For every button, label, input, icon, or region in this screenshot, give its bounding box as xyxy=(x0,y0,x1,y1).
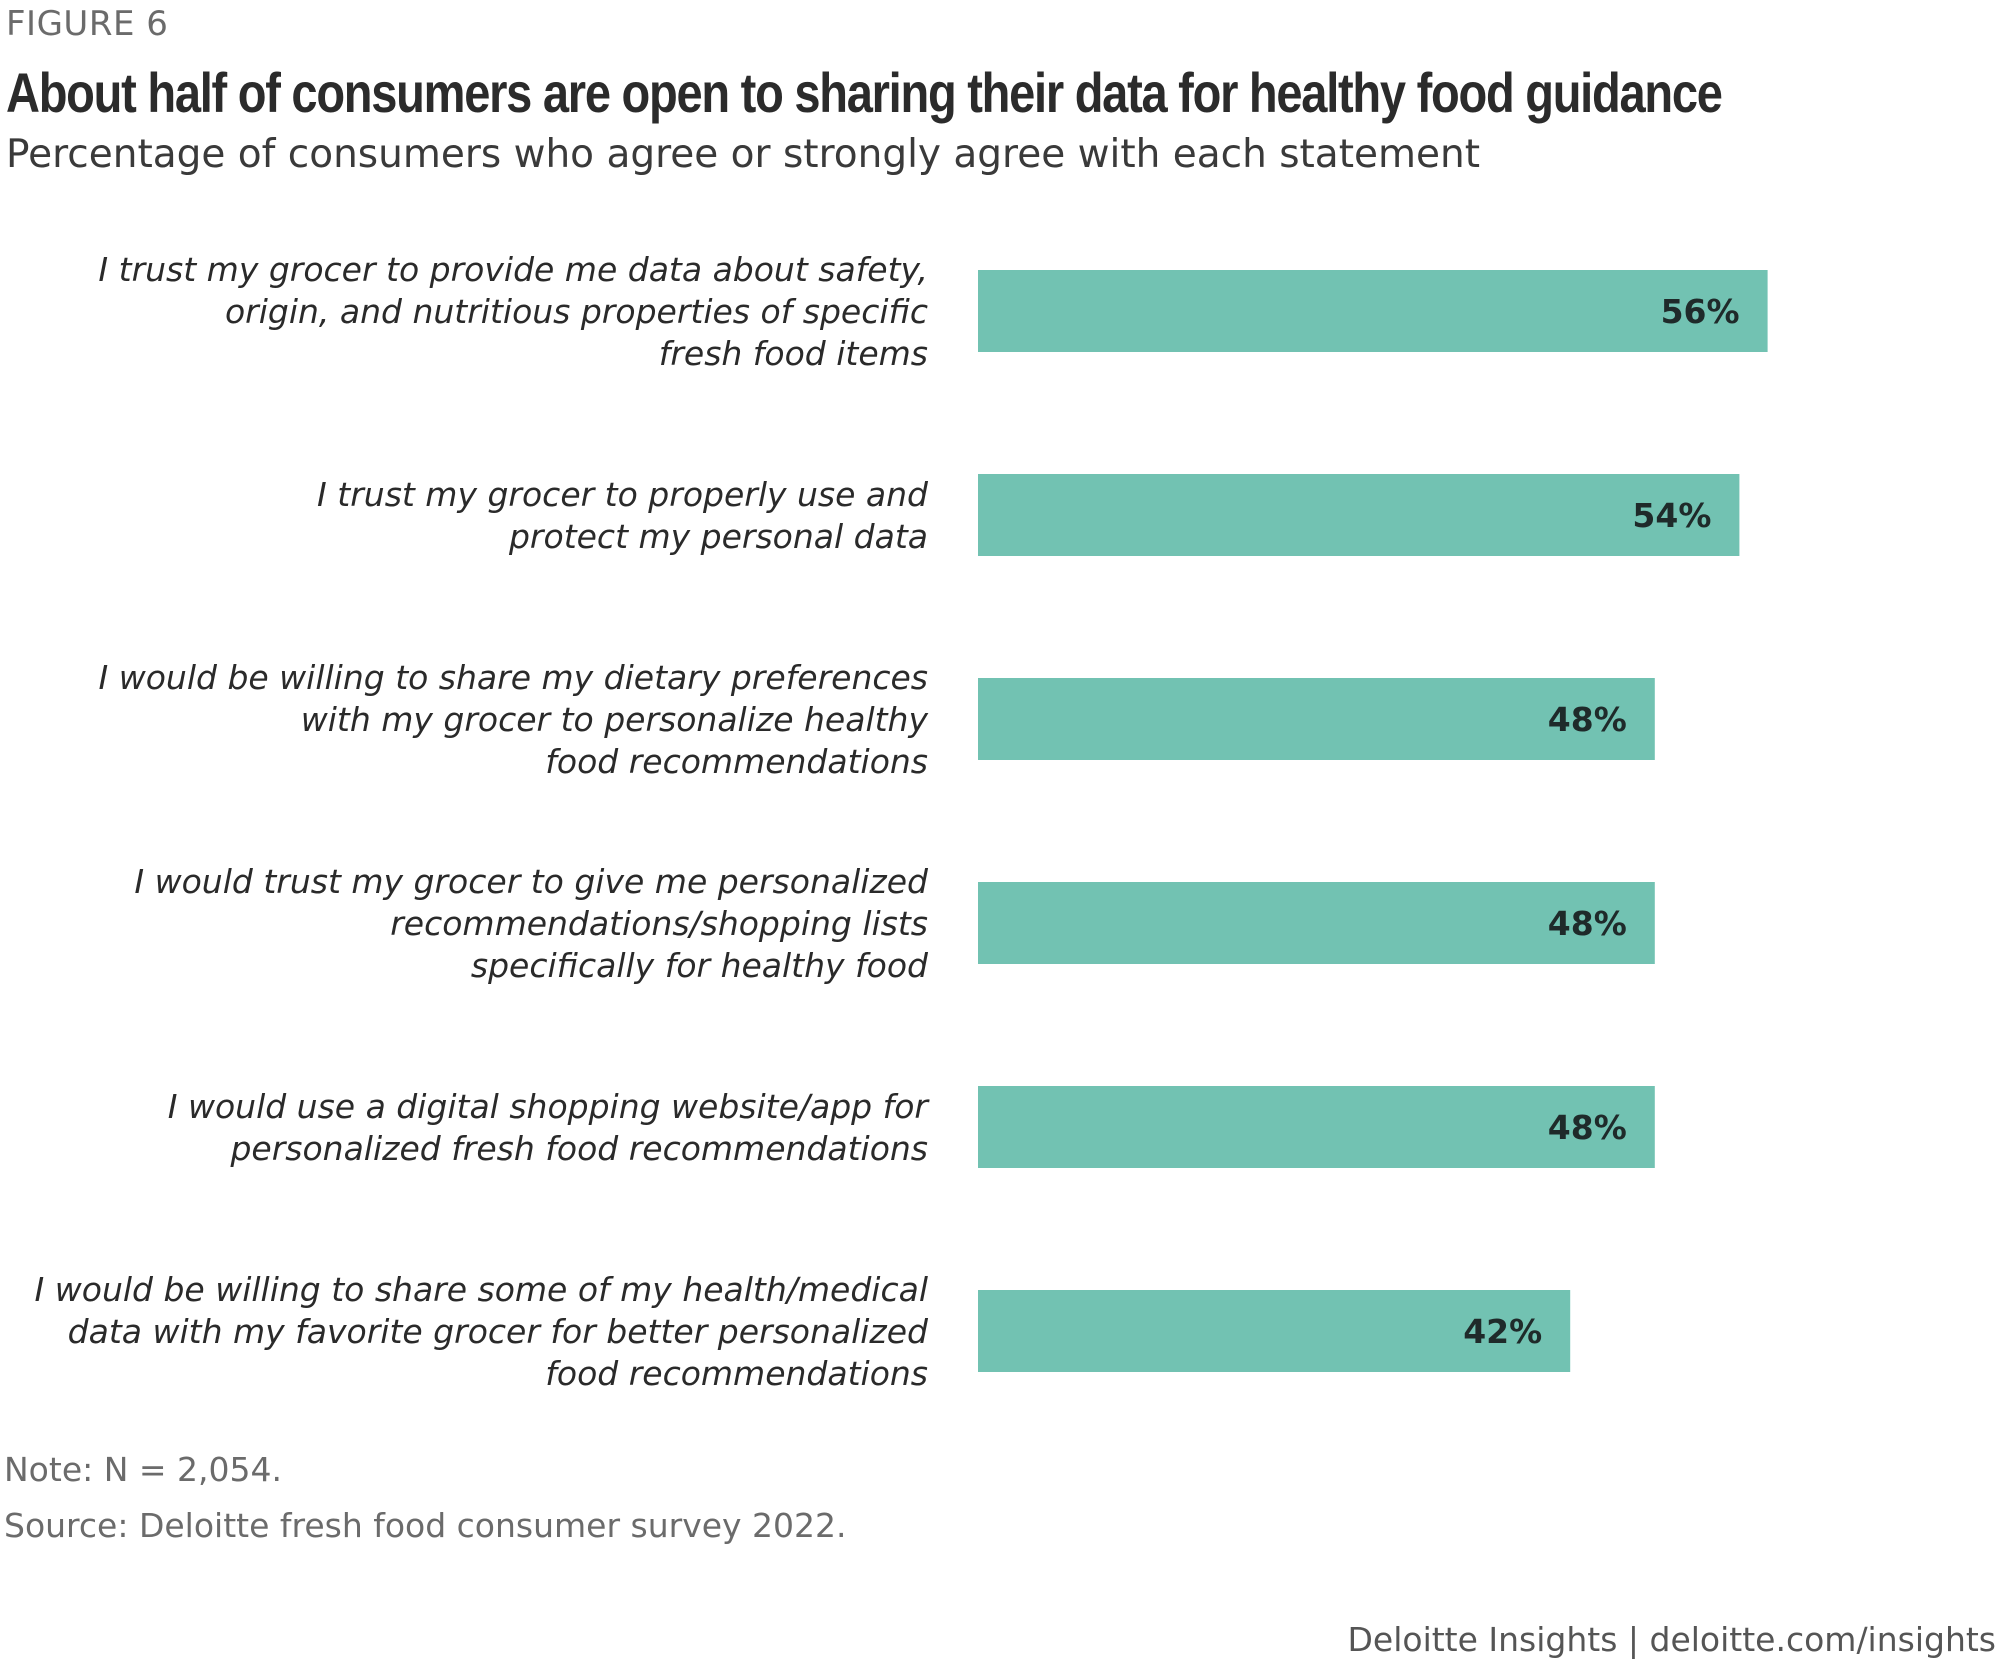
bar xyxy=(978,882,1655,964)
category-label: I would trust my grocer to give me perso… xyxy=(134,862,929,985)
category-label: I would be willing to share my dietary p… xyxy=(99,658,929,781)
value-label: 48% xyxy=(1548,700,1627,739)
figure-label: FIGURE 6 xyxy=(6,4,169,44)
bar xyxy=(978,1086,1655,1168)
chart-note: Note: N = 2,054. xyxy=(4,1450,283,1489)
chart-source: Source: Deloitte fresh food consumer sur… xyxy=(4,1506,847,1545)
chart-title: About half of consumers are open to shar… xyxy=(6,61,1723,124)
category-label: I trust my grocer to properly use and pro… xyxy=(317,475,929,556)
bar xyxy=(978,474,1740,556)
value-label: 54% xyxy=(1632,496,1711,535)
value-label: 48% xyxy=(1548,1108,1627,1147)
category-label: I trust my grocer to provide me data abo… xyxy=(98,250,928,373)
value-label: 42% xyxy=(1463,1312,1542,1351)
bar-chart: I trust my grocer to provide me data abo… xyxy=(35,250,1768,1393)
bar xyxy=(978,678,1655,760)
chart-subtitle: Percentage of consumers who agree or str… xyxy=(6,132,1480,177)
bar xyxy=(978,270,1768,352)
publisher-credit: Deloitte Insights | deloitte.com/insight… xyxy=(1347,1620,1997,1659)
value-label: 56% xyxy=(1661,292,1740,331)
category-label: I would use a digital shopping website/a… xyxy=(168,1087,931,1168)
bar xyxy=(978,1290,1571,1372)
value-label: 48% xyxy=(1548,904,1627,943)
category-label: I would be willing to share some of my h… xyxy=(35,1270,929,1393)
